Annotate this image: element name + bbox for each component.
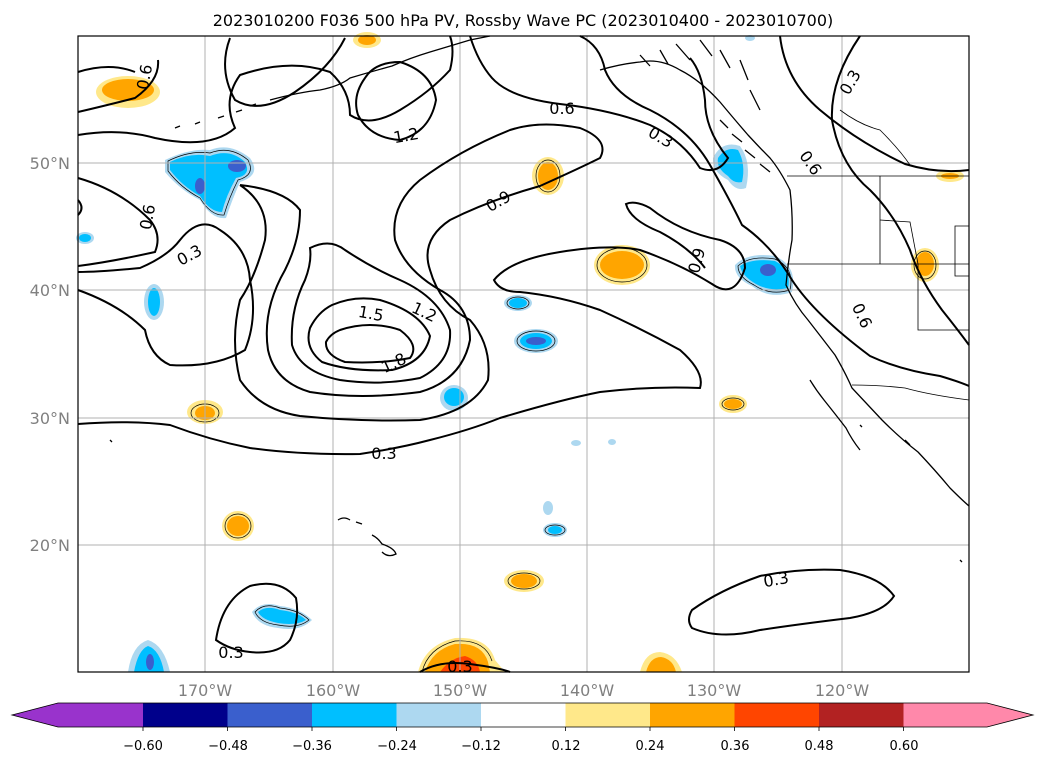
colorbar-tick-label: −0.24 <box>377 739 417 754</box>
contour-label: 0.3 <box>447 657 472 676</box>
colorbar-ticks <box>142 727 904 731</box>
colorbar: −0.60 −0.48 −0.36 −0.24 −0.12 0.12 0.24 … <box>10 702 1035 754</box>
lon-label-160w: 160°W <box>306 681 361 700</box>
colorbar-cell <box>565 703 651 727</box>
colorbar-tick-label: 0.36 <box>721 739 750 754</box>
map-panel: 0.6 1.2 0.6 0.3 0.3 0.6 0.3 0.9 0.9 0.6 … <box>76 32 970 676</box>
colorbar-cell <box>819 703 904 727</box>
colorbar-extend-max <box>903 703 1033 727</box>
colorbar-cell <box>650 703 735 727</box>
contour-label: 1.5 <box>357 302 385 325</box>
graticule <box>78 36 969 672</box>
longitude-labels: 170°W 160°W 150°W 140°W 130°W 120°W <box>178 681 870 700</box>
colorbar-cell <box>734 703 820 727</box>
lat-label-20n: 20°N <box>30 536 70 555</box>
colorbar-cell <box>481 703 566 727</box>
map-background <box>78 36 969 672</box>
political-borders <box>787 109 970 401</box>
pc-shading <box>76 32 964 673</box>
lat-label-50n: 50°N <box>30 154 70 173</box>
lat-label-30n: 30°N <box>30 409 70 428</box>
lon-label-140w: 140°W <box>560 681 615 700</box>
contour-label: 0.6 <box>549 99 574 118</box>
colorbar-tick-label: 0.60 <box>890 739 919 754</box>
colorbar-extend-min <box>12 703 143 727</box>
colorbar-tick-label: −0.36 <box>292 739 332 754</box>
colorbar-tick-label: −0.48 <box>208 739 248 754</box>
contour-label: 0.3 <box>218 643 243 662</box>
colorbar-tick-label: −0.60 <box>123 739 163 754</box>
colorbar-cells <box>12 703 1033 727</box>
lon-label-170w: 170°W <box>178 681 233 700</box>
colorbar-frame <box>10 702 1035 728</box>
contour-label: 0.3 <box>762 568 790 591</box>
lon-label-120w: 120°W <box>815 681 870 700</box>
pv-contours <box>77 35 970 673</box>
negative-anomaly-patches <box>76 35 794 672</box>
colorbar-cell <box>227 703 313 727</box>
contour-label: 1.2 <box>392 124 420 147</box>
map-frame <box>77 35 970 673</box>
lat-label-40n: 40°N <box>30 281 70 300</box>
contour-label: 0.3 <box>371 444 396 463</box>
lon-label-130w: 130°W <box>687 681 742 700</box>
colorbar-tick-label: 0.24 <box>636 739 665 754</box>
colorbar-tick-label: 0.48 <box>805 739 834 754</box>
figure-title: 2023010200 F036 500 hPa PV, Rossby Wave … <box>213 11 834 30</box>
colorbar-cell <box>396 703 482 727</box>
colorbar-tick-label: 0.12 <box>552 739 581 754</box>
colorbar-cell <box>312 703 397 727</box>
contour-label: 0.6 <box>136 203 159 231</box>
coastlines <box>109 35 970 563</box>
colorbar-tick-label: −0.12 <box>461 739 501 754</box>
lon-label-150w: 150°W <box>433 681 488 700</box>
colorbar-cell <box>143 703 228 727</box>
contour-label: 0.6 <box>133 63 156 91</box>
latitude-labels: 50°N 40°N 30°N 20°N <box>30 154 70 555</box>
